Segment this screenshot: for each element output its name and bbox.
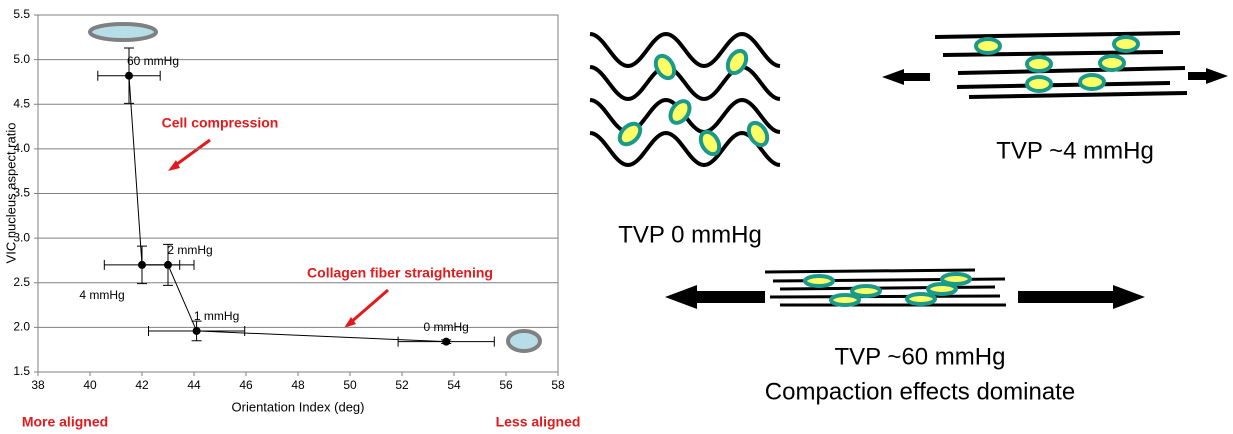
annotation: Less aligned — [496, 414, 581, 430]
diagram-label: Compaction effects dominate — [765, 378, 1075, 405]
cell — [803, 274, 835, 288]
cell — [725, 48, 749, 76]
point — [442, 337, 451, 346]
x-tick-label: 50 — [343, 378, 357, 392]
arrow-head — [168, 160, 180, 171]
diagram-label: TVP ~4 mmHg — [996, 137, 1154, 164]
cell — [746, 120, 770, 148]
point-label: 1 mmHg — [194, 309, 239, 323]
x-tick-label: 44 — [187, 378, 201, 392]
cell-shape — [506, 329, 542, 353]
annotation: Cell compression — [162, 115, 279, 131]
straight-fiber — [764, 268, 976, 274]
cell — [1098, 54, 1126, 72]
cell — [617, 121, 643, 147]
x-tick-label: 48 — [291, 378, 305, 392]
cell — [905, 292, 937, 306]
straight-fiber — [779, 285, 996, 291]
y-tick-label: 2.5 — [13, 275, 30, 289]
x-tick-label: 54 — [447, 378, 461, 392]
annotation: More aligned — [22, 414, 108, 430]
straight-fiber — [956, 81, 1171, 89]
annotation-arrow — [349, 288, 389, 325]
arrow — [665, 285, 765, 309]
cell-shape — [88, 22, 158, 42]
cell — [698, 129, 722, 157]
point-label: 2 mmHg — [167, 243, 212, 257]
straight-fiber — [968, 91, 1188, 99]
y-tick-label: 3.5 — [13, 186, 30, 200]
x-tick-label: 52 — [395, 378, 409, 392]
y-axis-label: VIC nucleus aspect ratio — [3, 123, 18, 264]
point-label: 60 mmHg — [127, 54, 179, 68]
cell — [926, 282, 958, 296]
x-tick-label: 38 — [31, 378, 45, 392]
x-tick-label: 42 — [135, 378, 149, 392]
cell — [940, 272, 972, 286]
x-axis-label: Orientation Index (deg) — [232, 399, 365, 414]
straight-fiber — [957, 66, 1186, 75]
x-tick-label: 46 — [239, 378, 253, 392]
y-tick-label: 5.5 — [13, 7, 30, 21]
diagram-label: TVP ~60 mmHg — [835, 343, 1006, 370]
straight-fiber — [769, 294, 1001, 299]
arrow — [882, 69, 930, 85]
diagram-label: TVP 0 mmHg — [618, 221, 762, 248]
x-tick-label: 56 — [499, 378, 513, 392]
cell — [1112, 35, 1140, 53]
point — [125, 71, 133, 80]
annotation: Collagen fiber straightening — [307, 265, 493, 281]
wavy-fiber — [589, 31, 781, 69]
y-tick-label: 4.5 — [13, 96, 30, 110]
cell — [668, 99, 692, 125]
point — [192, 326, 201, 335]
annotation-arrow — [172, 138, 211, 169]
arrow — [1188, 68, 1228, 84]
y-tick-label: 3.0 — [13, 230, 30, 244]
wavy-fiber — [589, 64, 781, 102]
cell — [850, 284, 882, 298]
cell — [1025, 55, 1053, 73]
x-tick-label: 58 — [551, 378, 565, 392]
arrow-head — [344, 317, 356, 328]
y-tick-label: 4.0 — [13, 141, 30, 155]
cell — [1078, 73, 1106, 91]
x-tick-label: 40 — [83, 378, 97, 392]
y-tick-label: 2.0 — [13, 320, 30, 334]
point-label: 4 mmHg — [79, 288, 124, 302]
arrow — [1018, 285, 1145, 309]
y-tick-label: 1.5 — [13, 364, 30, 378]
diagram — [589, 31, 1228, 309]
point-label: 0 mmHg — [424, 320, 469, 334]
straight-fiber — [934, 31, 1181, 39]
cell — [653, 53, 677, 81]
cell — [1025, 75, 1053, 93]
cell — [829, 293, 861, 307]
y-tick-label: 5.0 — [13, 52, 30, 66]
point — [164, 260, 172, 269]
cell — [974, 37, 1002, 55]
